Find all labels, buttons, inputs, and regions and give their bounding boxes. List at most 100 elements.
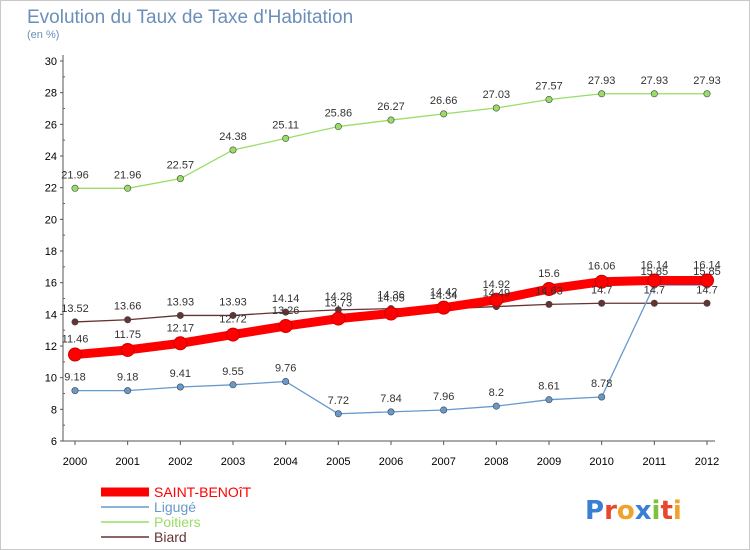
data-label: 12.72 [219,314,247,326]
data-label: 7.84 [380,393,401,405]
legend-label: Biard [154,529,187,545]
data-label: 16.06 [588,261,616,273]
data-label: 21.96 [114,169,142,181]
data-point [542,282,556,296]
y-tick-label: 20 [45,214,57,226]
logo-letter: i [673,496,682,526]
data-label: 9.55 [222,366,243,378]
data-label: 13.73 [325,298,353,310]
data-point [334,410,342,418]
data-label: 14.14 [272,293,300,305]
data-label: 9.41 [170,368,191,380]
data-point [492,402,500,410]
y-tick-label: 26 [45,119,57,131]
data-label: 13.93 [219,296,247,308]
y-tick-label: 8 [51,404,57,416]
y-tick-label: 24 [45,151,57,163]
data-point [71,184,79,192]
x-tick-label: 2003 [221,456,245,468]
data-label: 16.14 [641,259,669,271]
data-point [176,175,184,183]
data-point [387,116,395,124]
data-label: 25.11 [272,119,299,131]
x-tick-label: 2005 [326,456,350,468]
data-label: 13.66 [114,301,142,313]
data-point [703,90,711,98]
x-tick-label: 2006 [379,456,403,468]
y-tick-label: 22 [45,183,57,195]
data-point [124,387,132,395]
data-label: 14.05 [377,293,405,305]
data-label: 15.6 [538,268,559,280]
data-label: 22.57 [167,160,195,172]
data-label: 11.75 [114,329,141,341]
legend-label: Poitiers [154,514,201,530]
x-tick-label: 2012 [695,456,719,468]
y-tick-label: 16 [45,278,57,290]
data-label: 11.46 [62,334,89,346]
data-point [703,299,711,307]
data-label: 8.61 [538,381,559,393]
data-point [229,311,237,319]
x-tick-label: 2011 [643,456,667,468]
data-point [124,184,132,192]
data-point [440,110,448,118]
data-point [545,300,553,308]
logo-letter: x [635,496,652,526]
data-point [176,383,184,391]
data-point [436,300,451,315]
data-label: 27.57 [535,80,563,92]
data-point [68,347,82,362]
data-point [226,327,240,342]
data-label: 14.7 [591,284,612,296]
data-label: 27.03 [483,89,511,101]
data-label: 16.14 [693,259,721,271]
data-point [176,311,184,319]
y-tick-label: 30 [45,56,57,68]
data-label: 14.7 [696,284,717,296]
data-point [278,319,293,334]
data-point [124,316,132,324]
data-label: 27.93 [641,75,669,87]
data-point [650,299,658,307]
data-label: 27.93 [588,75,616,87]
y-tick-label: 10 [45,373,57,385]
data-label: 9.76 [275,362,296,374]
data-label: 25.86 [325,108,353,120]
data-point [598,393,606,401]
data-label: 9.18 [64,372,85,384]
chart-unit-label: (en %) [27,29,60,41]
data-point [700,273,714,288]
x-tick-label: 2004 [273,456,297,468]
y-tick-label: 14 [45,309,57,321]
data-label: 24.38 [219,131,247,143]
y-tick-label: 12 [45,341,57,353]
data-label: 7.72 [328,395,349,407]
data-label: 14.49 [483,288,511,300]
data-point [647,273,662,288]
legend-label: Ligugé [154,499,196,515]
data-point [334,123,342,131]
data-label: 13.52 [61,303,89,315]
data-label: 14.63 [535,285,563,297]
data-point [71,318,79,326]
data-point [384,306,398,321]
data-label: 14.28 [325,291,353,303]
x-tick-label: 2009 [537,456,561,468]
data-label: 8.78 [591,378,612,390]
data-label: 13.93 [167,296,195,308]
data-point [173,336,188,351]
x-tick-label: 2002 [168,456,192,468]
data-label: 15.85 [641,266,669,278]
data-label: 14.34 [430,290,458,302]
data-label: 12.17 [167,322,195,334]
logo-letter: o [617,496,635,526]
data-label: 13.26 [272,305,300,317]
data-label: 14.42 [430,287,458,299]
data-point [282,377,290,385]
data-point [331,311,346,326]
data-point [492,104,500,112]
chart-title: Evolution du Taux de Taxe d'Habitation [27,7,354,28]
y-tick-label: 18 [45,246,57,258]
